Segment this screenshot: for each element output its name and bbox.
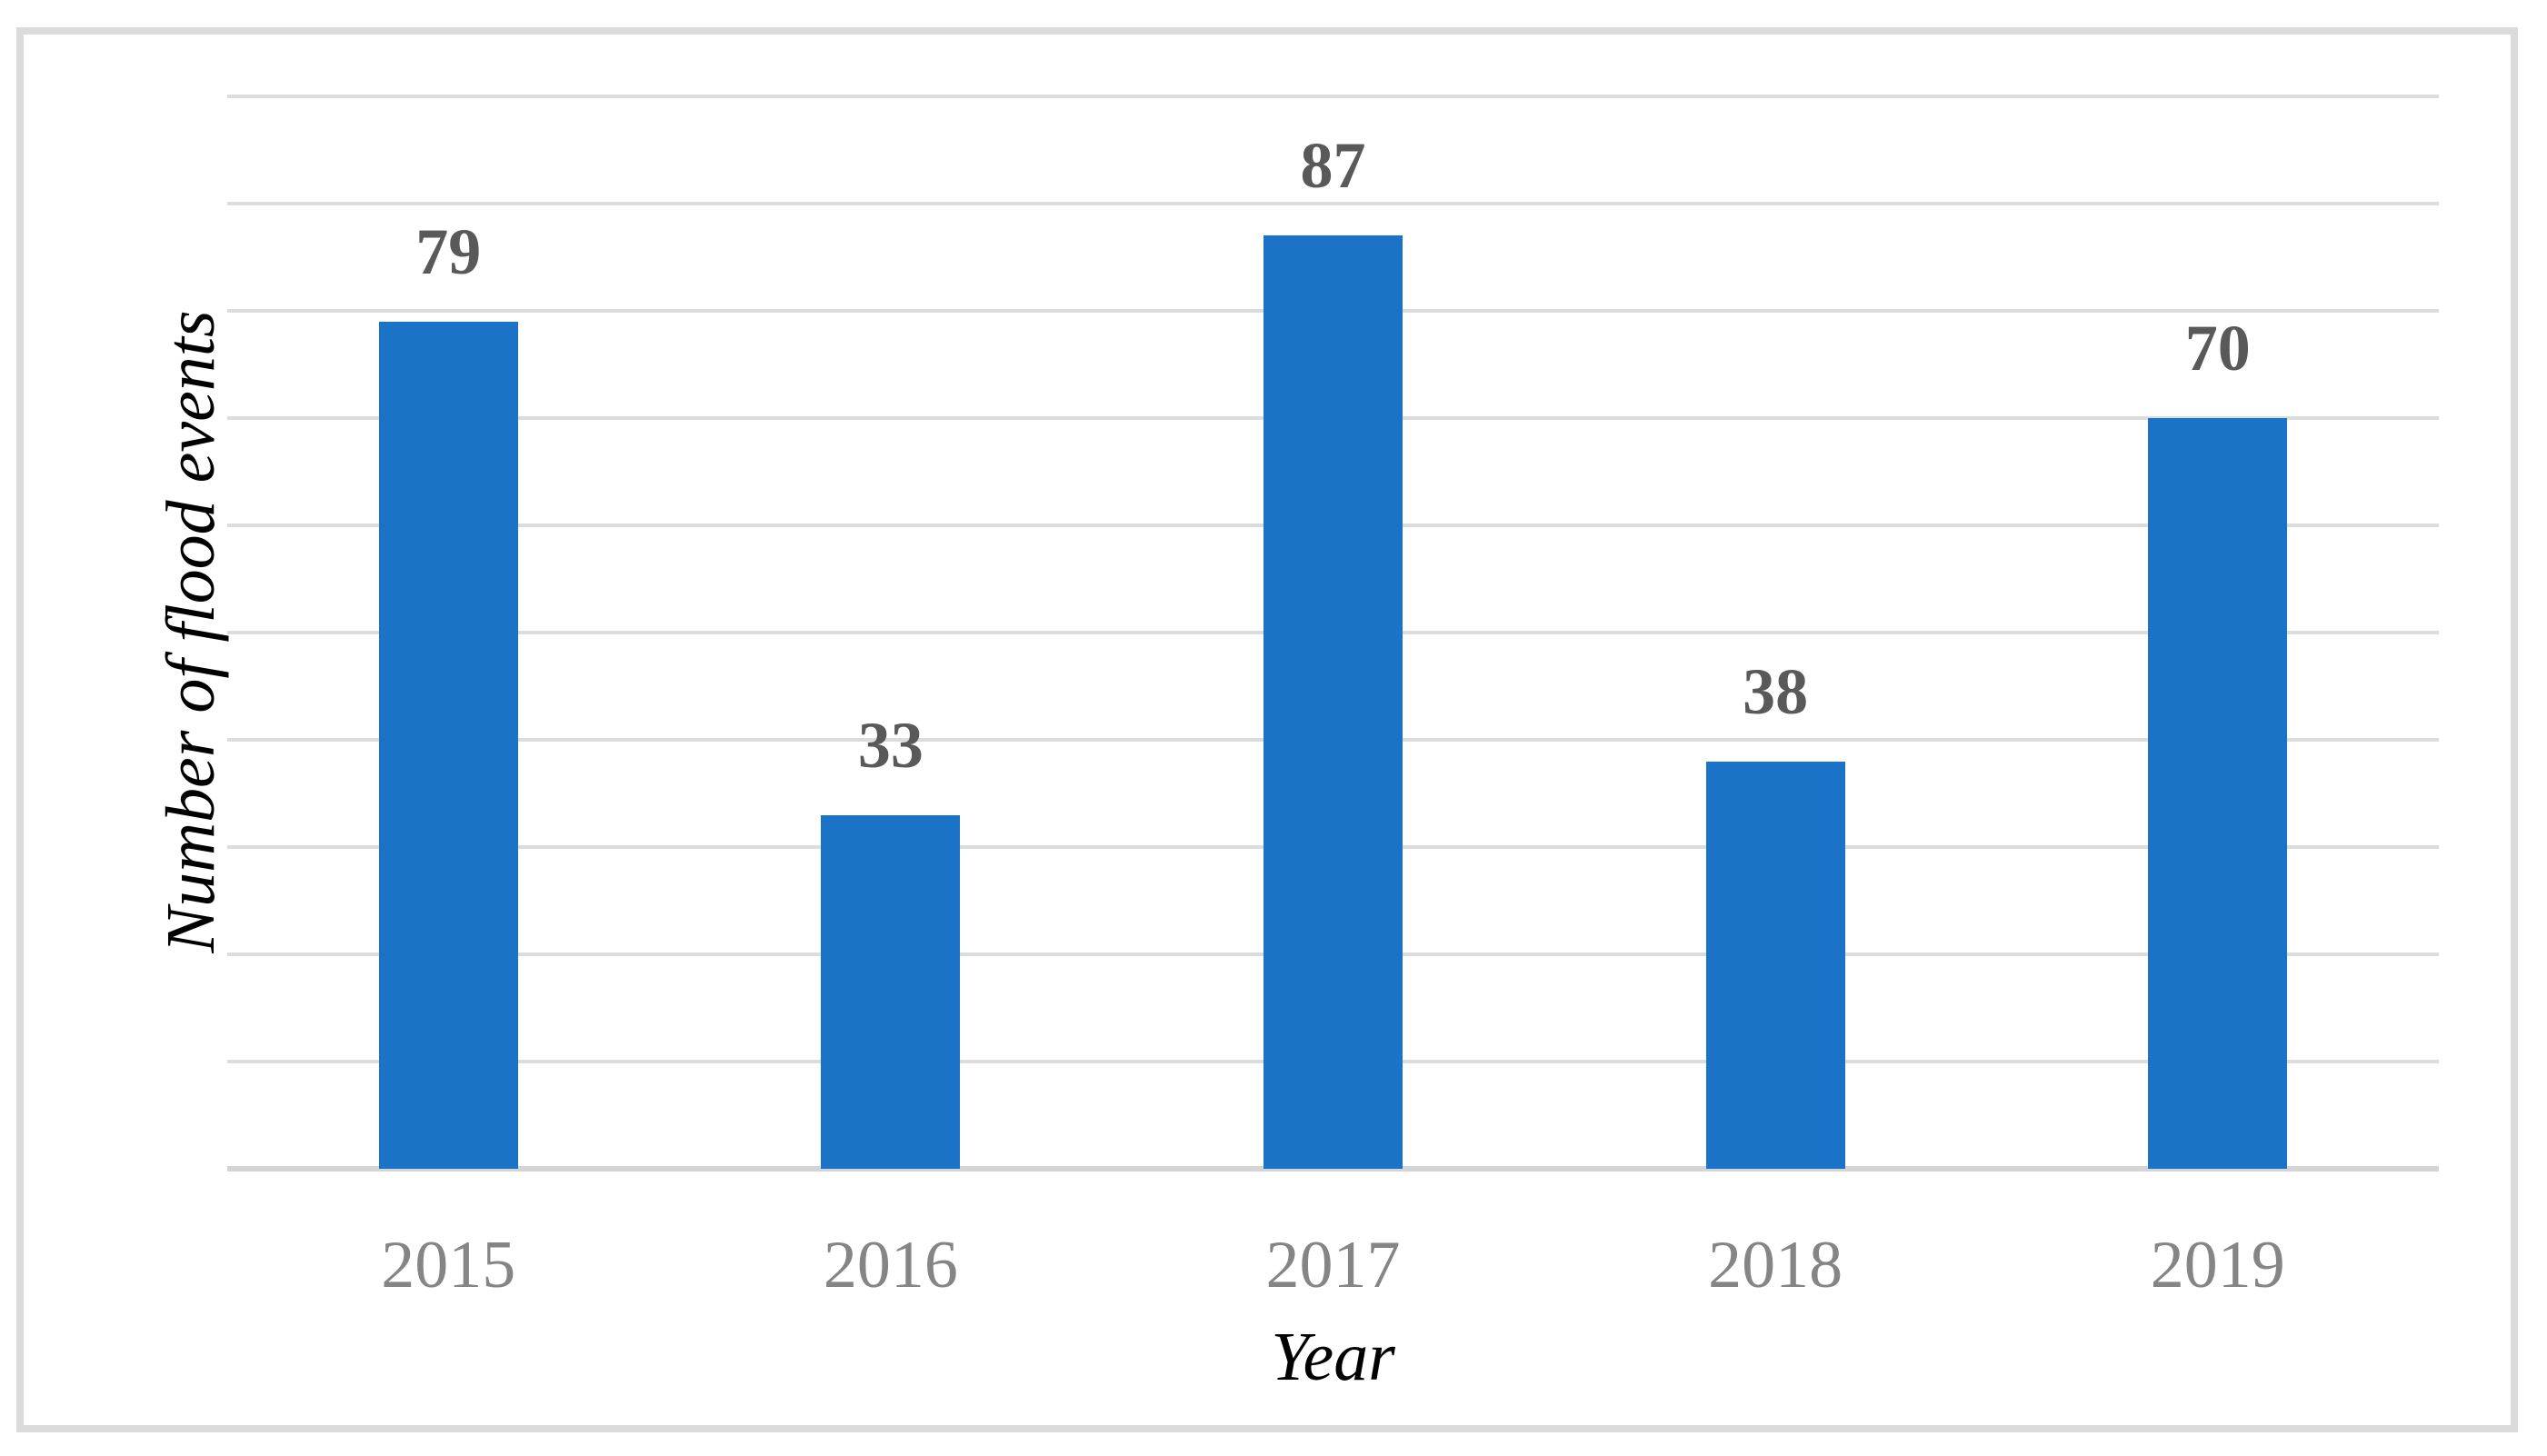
x-tick-label: 2016 <box>823 1228 958 1302</box>
bar-value-label: 70 <box>2184 312 2251 384</box>
bar-value-label: 33 <box>857 708 924 782</box>
gridline-y90 <box>227 202 2439 205</box>
x-axis-title: Year <box>1271 1319 1395 1395</box>
bar-2017 <box>1264 235 1403 1169</box>
bar-value-label: 79 <box>415 214 482 288</box>
bar-value-label: 87 <box>1300 129 1366 203</box>
bar-2019 <box>2148 418 2288 1169</box>
x-tick-label: 2017 <box>1265 1228 1401 1302</box>
x-axis-line <box>227 1166 2439 1172</box>
bar-2018 <box>1705 761 1845 1169</box>
x-tick-label: 2015 <box>381 1228 516 1302</box>
x-tick-label: 2018 <box>1708 1228 1843 1302</box>
bar-2015 <box>378 321 518 1169</box>
bar-value-label: 38 <box>1743 654 1809 728</box>
plot-area: 79 33 87 38 70 <box>227 95 2439 1172</box>
gridline-y100 <box>227 95 2439 98</box>
x-tick-label: 2019 <box>2150 1228 2285 1302</box>
chart-frame <box>16 27 2518 1432</box>
bar-2016 <box>821 814 961 1169</box>
